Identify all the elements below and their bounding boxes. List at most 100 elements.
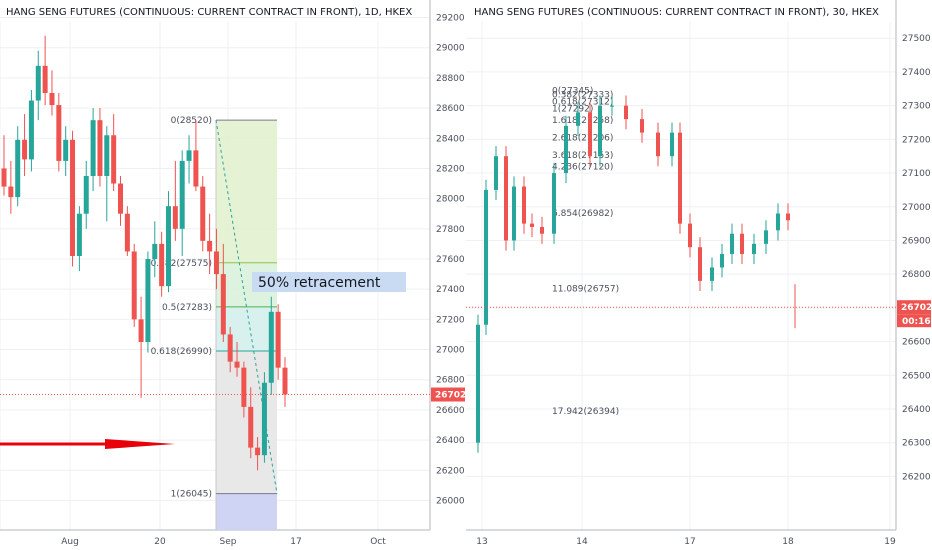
candle <box>730 223 734 265</box>
candle-body <box>179 160 185 229</box>
candle-body <box>15 139 21 198</box>
candle-body <box>193 150 199 187</box>
candle <box>213 228 219 290</box>
candle-body <box>576 112 580 126</box>
candle-body <box>776 213 780 231</box>
fib-extension-label: 4.236(27120) <box>552 162 613 172</box>
candle-body <box>268 311 274 383</box>
candle <box>220 243 226 342</box>
candle-body <box>484 189 488 325</box>
candle-body <box>476 324 480 443</box>
candle <box>145 251 151 353</box>
x-tick-label: 17 <box>290 537 301 547</box>
candle <box>172 160 178 241</box>
candle <box>688 213 692 258</box>
candle-body <box>159 243 165 287</box>
y-tick-label: 27600 <box>436 255 465 265</box>
candle-body <box>720 253 724 268</box>
candle-body <box>49 93 55 106</box>
candle-body <box>220 274 226 335</box>
candle-body <box>131 251 137 320</box>
candle-body <box>118 183 124 214</box>
fib-extension-label: 0.618(27312) <box>552 98 613 108</box>
candle <box>752 233 756 265</box>
chart-title: HANG SENG FUTURES (CONTINUOUS: CURRENT C… <box>474 7 879 18</box>
fib-extension-label: 0(27345) <box>552 86 593 96</box>
fib-extension-label: 1(27292) <box>552 104 593 114</box>
y-tick-label: 26900 <box>902 236 931 246</box>
last-price-tag <box>897 300 931 315</box>
candle-body <box>213 251 219 275</box>
candle <box>42 35 48 106</box>
candle-body <box>598 105 602 157</box>
y-tick-label: 29000 <box>436 44 465 54</box>
y-tick-label: 29200 <box>436 14 465 24</box>
fib-level-label: 1(26045) <box>171 490 212 500</box>
y-tick-label: 28000 <box>436 195 465 205</box>
candle-body <box>207 240 213 252</box>
thirty-minute-chart[interactable]: HANG SENG FUTURES (CONTINUOUS: CURRENT C… <box>466 0 932 550</box>
candle <box>522 176 526 234</box>
chart-title: HANG SENG FUTURES (CONTINUOUS: CURRENT C… <box>6 7 412 18</box>
candle-body <box>138 319 144 342</box>
candle <box>241 361 247 418</box>
candle-body <box>752 243 756 254</box>
candle <box>63 126 69 176</box>
candle-body <box>740 233 744 254</box>
candle <box>261 372 267 463</box>
fib-extension-label: 6.854(26982) <box>552 209 613 219</box>
annotation-box <box>252 272 406 292</box>
fib-level-label: 0.618(26990) <box>151 347 212 357</box>
candle <box>118 176 124 226</box>
daily-chart[interactable]: HANG SENG FUTURES (CONTINUOUS: CURRENT C… <box>0 0 466 550</box>
y-tick-label: 28800 <box>436 74 465 84</box>
candle-body <box>530 223 534 227</box>
candle-body <box>124 213 130 252</box>
x-tick-label: 18 <box>782 537 794 547</box>
candle <box>1 135 7 196</box>
y-tick-label: 26300 <box>902 439 931 449</box>
candle-body <box>588 112 592 157</box>
candle <box>640 109 644 143</box>
candle <box>530 213 534 238</box>
candle-body <box>104 135 110 176</box>
candle <box>35 50 41 121</box>
candle-body <box>282 367 288 395</box>
candle <box>193 120 199 192</box>
candle-body <box>540 226 544 234</box>
candle-body <box>90 120 96 176</box>
y-tick-label: 27300 <box>902 102 931 112</box>
candle <box>512 176 516 251</box>
candle-body <box>42 65 48 93</box>
candle <box>670 122 674 167</box>
last-price-label: 26702 <box>901 303 932 313</box>
candle <box>248 387 254 459</box>
candle <box>504 146 508 251</box>
candle-body <box>56 105 62 161</box>
candle <box>740 223 744 265</box>
candle-body <box>275 311 281 368</box>
candle <box>104 126 110 222</box>
y-tick-label: 26500 <box>902 371 931 381</box>
candle <box>49 70 55 116</box>
y-tick-label: 28200 <box>436 164 465 174</box>
fib-zone <box>216 351 277 494</box>
grid <box>466 22 896 530</box>
candle <box>576 102 580 136</box>
candle-body <box>522 186 526 224</box>
candle <box>255 437 261 471</box>
y-tick-label: 26600 <box>902 338 931 348</box>
y-tick-label: 26400 <box>436 436 465 446</box>
candle <box>764 220 768 254</box>
y-tick-label: 27500 <box>902 34 931 44</box>
candle <box>8 160 14 214</box>
candle <box>564 115 568 184</box>
candle <box>28 89 34 172</box>
x-tick-label: Aug <box>61 537 79 547</box>
candle-body <box>610 105 614 107</box>
candle-body <box>172 206 178 229</box>
y-tick-label: 27000 <box>902 203 931 213</box>
candle-body <box>22 139 28 160</box>
annotation-text: 50% retracement <box>258 275 381 291</box>
